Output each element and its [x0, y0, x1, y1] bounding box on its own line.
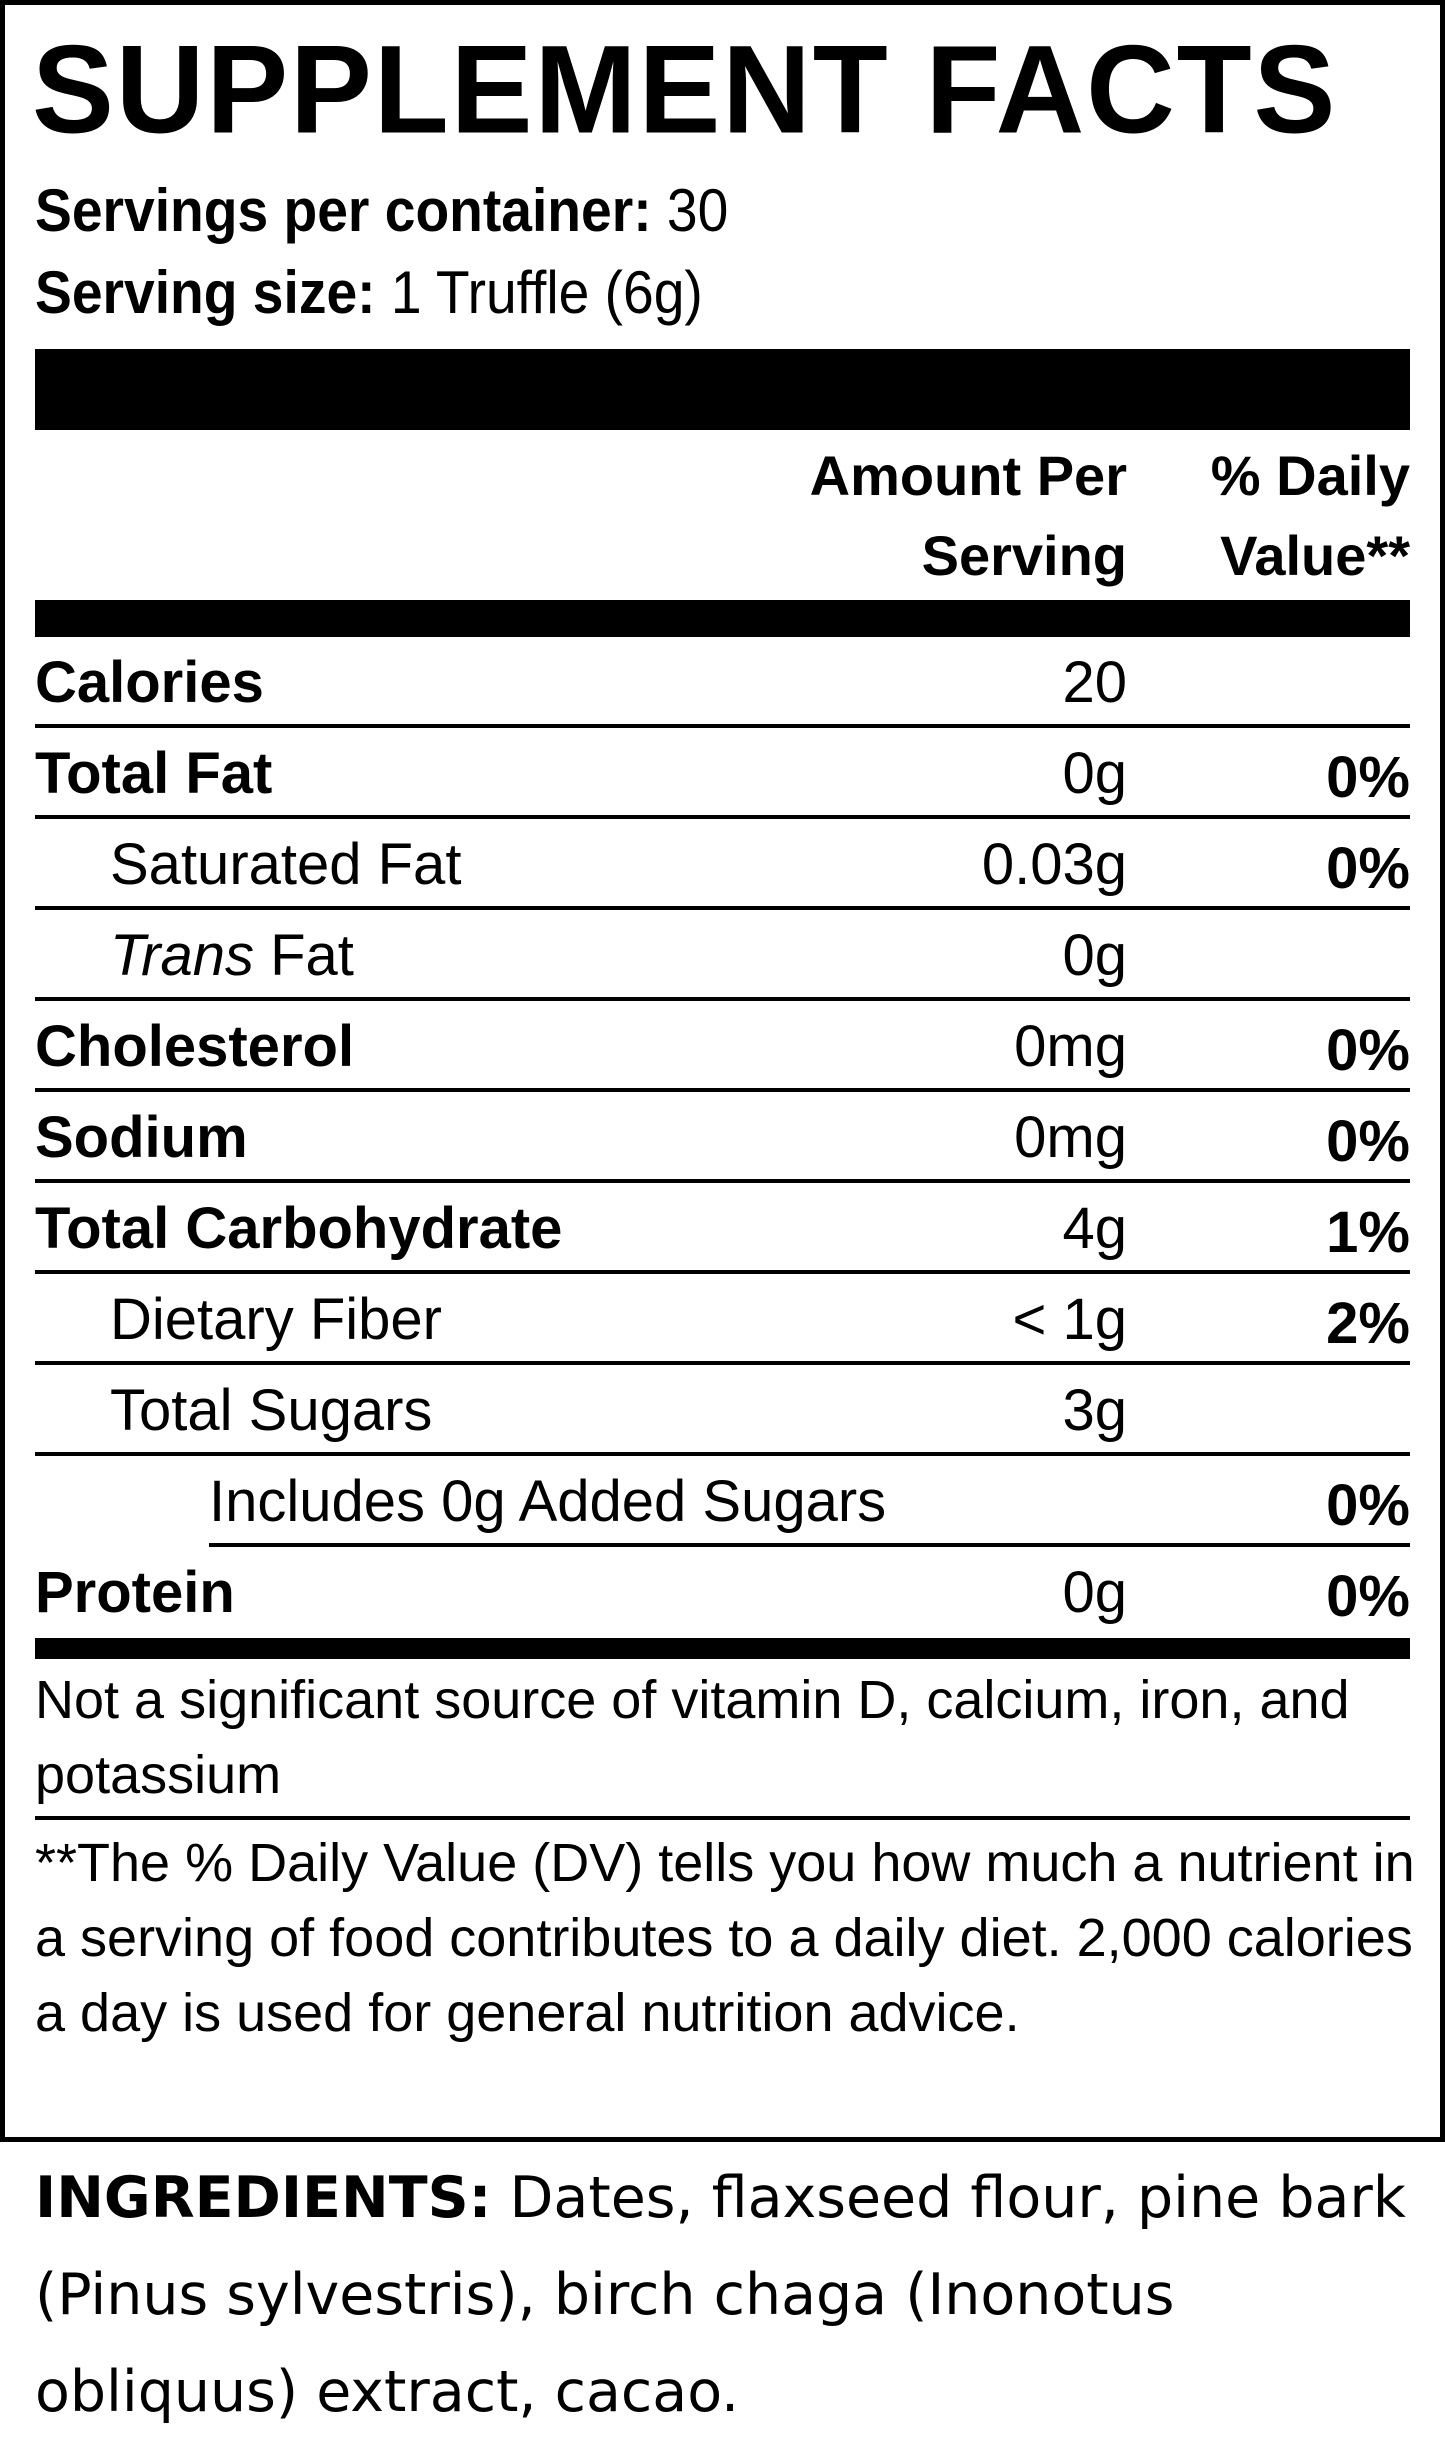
serving-size-label: Serving size:	[35, 259, 376, 326]
ingredients: INGREDIENTS: Dates, flaxseed flour, pine…	[35, 2150, 1425, 2441]
nutrient-row: Total Fat 0g 0%	[35, 728, 1410, 819]
servings-per-container-value: 30	[666, 177, 729, 244]
nutrient-label: Dietary Fiber	[110, 1287, 442, 1352]
nutrient-label: Total Sugars	[110, 1378, 433, 1443]
serving-size-value: 1 Truffle (6g)	[390, 259, 703, 326]
nutrient-row: Total Sugars 3g	[35, 1365, 1410, 1456]
servings-per-container: Servings per container: 30	[35, 176, 728, 246]
nutrient-row: Sodium 0mg 0%	[35, 1092, 1410, 1183]
nutrient-row: Includes 0g Added Sugars 0%	[209, 1456, 1410, 1547]
thick-divider	[35, 349, 1410, 430]
nutrient-row: Trans Fat 0g	[35, 910, 1410, 1001]
nutrient-label: Total Fat	[35, 741, 273, 806]
nutrient-row: Total Carbohydrate 4g 1%	[35, 1183, 1410, 1274]
nutrient-label: Saturated Fat	[110, 832, 462, 897]
nutrient-amount: 0mg	[1014, 1105, 1127, 1170]
daily-value-header: % Daily Value**	[1211, 436, 1410, 596]
supplement-facts-panel	[0, 0, 1445, 2142]
nutrient-daily-value: 0%	[1326, 836, 1410, 901]
nutrient-label: Protein	[35, 1560, 235, 1625]
nutrient-daily-value: 1%	[1326, 1200, 1410, 1265]
nutrient-amount: 0g	[1062, 741, 1127, 806]
ingredients-text: Dates, flaxseed flour, pine bark (Pinus …	[35, 2165, 1406, 2425]
nutrient-amount: 20	[1062, 650, 1127, 715]
nutrient-amount: 0g	[1062, 1560, 1127, 1625]
nutrient-amount: 3g	[1062, 1378, 1127, 1443]
nutrient-daily-value: 0%	[1326, 745, 1410, 810]
not-significant-note: Not a significant source of vitamin D, c…	[35, 1670, 1350, 1805]
nutrient-label: Sodium	[35, 1105, 248, 1170]
nutrient-daily-value: 0%	[1326, 1018, 1410, 1083]
nutrient-amount: 4g	[1062, 1196, 1127, 1261]
nutrient-amount: 0g	[1062, 923, 1127, 988]
nutrient-label: Includes 0g Added Sugars	[209, 1469, 887, 1534]
header-line: % Daily	[1210, 444, 1410, 507]
nutrient-amount: 0mg	[1014, 1014, 1127, 1079]
nutrient-label: Total Carbohydrate	[35, 1196, 563, 1261]
nutrient-daily-value: 0%	[1326, 1564, 1410, 1629]
nutrient-row: Protein 0g 0%	[35, 1547, 1410, 1634]
nutrient-amount: 0.03g	[981, 832, 1127, 897]
nutrient-daily-value: 0%	[1326, 1473, 1410, 1538]
nutrient-daily-value: 0%	[1326, 1109, 1410, 1174]
daily-value-footnote: **The % Daily Value (DV) tells you how m…	[35, 1833, 1415, 2043]
nutrient-label: Calories	[35, 650, 264, 715]
nutrient-row: Saturated Fat 0.03g 0%	[35, 819, 1410, 910]
nutrient-row: Cholesterol 0mg 0%	[35, 1001, 1410, 1092]
nutrient-daily-value: 2%	[1326, 1291, 1410, 1356]
nutrient-label-text: Fat	[253, 923, 354, 988]
nutrient-label: Cholesterol	[35, 1014, 355, 1079]
nutrient-row: Calories 20	[35, 637, 1410, 728]
ingredients-label: INGREDIENTS:	[35, 2165, 492, 2231]
thin-divider	[35, 1816, 1410, 1820]
thick-divider	[35, 600, 1410, 637]
nutrient-table: Calories 20 Total Fat 0g 0% Saturated Fat 0.03…	[35, 637, 1410, 1634]
thick-divider	[35, 1638, 1410, 1659]
amount-per-serving-header: Amount Per Serving	[810, 436, 1127, 596]
header-line: Value**	[1220, 524, 1410, 587]
header-line: Serving	[921, 524, 1127, 587]
nutrient-label-italic: Trans	[110, 923, 254, 988]
serving-size: Serving size: 1 Truffle (6g)	[35, 258, 703, 328]
nutrient-amount: < 1g	[1012, 1287, 1128, 1352]
nutrient-row: Dietary Fiber < 1g 2%	[35, 1274, 1410, 1365]
header-line: Amount Per	[809, 444, 1127, 507]
servings-per-container-label: Servings per container:	[35, 177, 652, 244]
panel-title: SUPPLEMENT FACTS	[32, 19, 1338, 160]
nutrient-label: Trans Fat	[110, 922, 354, 989]
